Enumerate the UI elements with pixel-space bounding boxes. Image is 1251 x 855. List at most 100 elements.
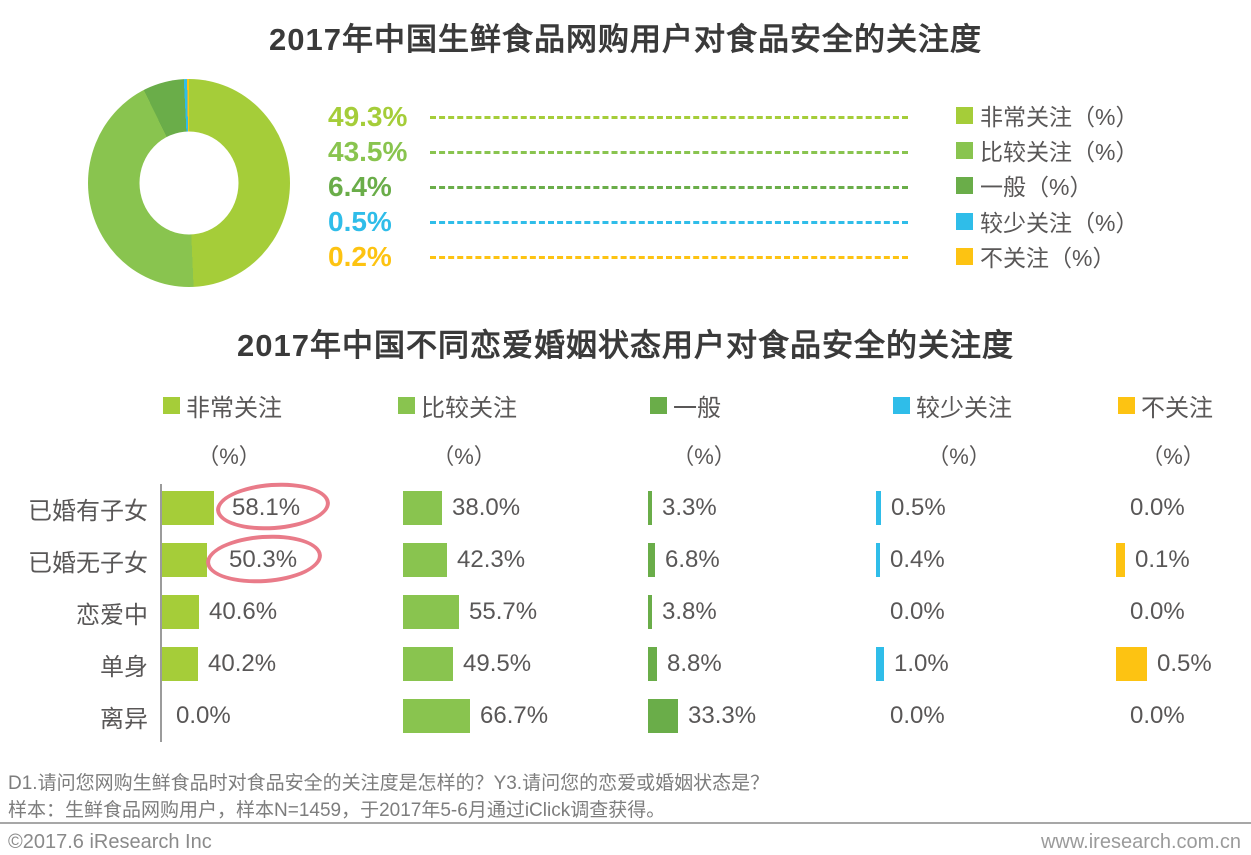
donut-value-row: 6.4% [328,170,908,204]
bar [648,543,655,577]
bar-cell: 3.3% [648,482,717,534]
bar [403,699,470,733]
row-label: 已婚无子女 [28,549,148,577]
bar-cell: 1.0% [876,638,949,690]
legend-label: 比较关注（%） [980,139,1139,165]
bar [403,543,447,577]
bar-cell: 50.3% [162,534,297,586]
donut-value-row: 43.5% [328,135,908,169]
bar [648,699,678,733]
bar-value: 50.3% [229,546,298,573]
unit-label: （%） [197,444,261,469]
bar-value: 0.5% [1157,650,1212,677]
table-row: 恋爱中 40.6% 55.7% 3.8% 0.0% 0.0% [0,586,1251,638]
bar-value: 0.1% [1135,546,1190,573]
bar-value: 40.6% [209,598,278,625]
bar-cell: 49.5% [403,638,531,690]
column-header: 非常关注 （%） [163,388,295,471]
row-label: 已婚有子女 [28,497,148,525]
dashed-leader-line [430,255,908,259]
bar-value: 40.2% [208,650,277,677]
row-label: 离异 [100,705,148,733]
legend-swatch [956,212,973,230]
chart1-title: 2017年中国生鲜食品网购用户对食品安全的关注度 [269,22,982,57]
bar-cell: 0.0% [162,690,231,742]
legend-label: 非常关注（%） [980,104,1139,130]
bar [162,543,207,577]
bar-chart-body: 已婚有子女 58.1% 38.0% 3.3% 0.5% 0.0% [0,482,1251,744]
column-header: 一般 （%） [650,388,758,471]
legend-label: 较少关注（%） [980,210,1139,236]
copyright-text: ©2017.6 iResearch Inc [8,831,212,853]
sample-note: 样本：生鲜食品网购用户，样本N=1459，于2017年5-6月通过iClick调… [8,800,666,821]
bar-value: 42.3% [457,546,526,573]
bar-value: 38.0% [452,494,521,521]
bar [162,647,198,681]
bar-value: 58.1% [232,494,301,521]
bar-value: 3.8% [662,598,717,625]
bar-cell: 40.6% [162,586,277,638]
donut-chart [88,79,290,287]
bar-value: 0.0% [176,702,231,729]
donut-value: 0.2% [328,241,392,272]
unit-label: （%） [432,444,496,469]
donut-value-row: 0.5% [328,205,908,239]
axis-line [160,484,162,742]
bar [648,647,657,681]
legend-swatch [956,176,973,194]
dashed-leader-line [430,185,908,189]
website-text: www.iresearch.com.cn [1040,831,1241,853]
question-note: D1.请问您网购生鲜食品时对食品安全的关注度是怎样的？Y3.请问您的恋爱或婚姻状… [8,773,770,794]
bar-cell: 0.5% [876,482,946,534]
chart2-title: 2017年中国不同恋爱婚姻状态用户对食品安全的关注度 [237,328,1014,363]
bar-value: 0.5% [891,494,946,521]
bar-cell: 0.0% [1116,690,1185,742]
bar-value: 1.0% [894,650,949,677]
bar-cell: 66.7% [403,690,548,742]
bar-cell: 58.1% [162,482,300,534]
legend-item: 一般（%） [956,168,1092,202]
bar [648,595,652,629]
bar-cell: 0.0% [876,690,945,742]
column-name: 非常关注 [186,395,282,422]
column-name: 不关注 [1141,395,1213,422]
legend-label: 不关注（%） [980,245,1116,271]
legend-swatch [893,397,910,414]
legend-item: 比较关注（%） [956,133,1138,167]
bar-value: 0.0% [890,702,945,729]
bar [403,491,442,525]
legend-swatch [163,397,180,414]
bar [162,491,214,525]
bar-value: 0.0% [1130,702,1185,729]
bar-cell: 3.8% [648,586,717,638]
legend-label: 一般（%） [980,174,1093,200]
bar [1116,543,1125,577]
legend-swatch [956,141,973,159]
bar-value: 6.8% [665,546,720,573]
unit-label: （%） [927,444,991,469]
bar-cell: 0.5% [1116,638,1212,690]
legend-item: 非常关注（%） [956,98,1138,132]
bar-cell: 6.8% [648,534,720,586]
legend-item: 较少关注（%） [956,204,1138,238]
legend-item: 不关注（%） [956,239,1115,273]
legend-swatch [1118,397,1135,414]
legend-swatch [956,106,973,124]
bar-cell: 0.0% [1116,586,1185,638]
dashed-leader-line [430,115,908,119]
donut-hole [139,131,239,235]
table-row: 单身 40.2% 49.5% 8.8% 1.0% 0.5% [0,638,1251,690]
bar-value: 3.3% [662,494,717,521]
legend-swatch [650,397,667,414]
bar [403,647,453,681]
bar-value: 66.7% [480,702,549,729]
unit-label: （%） [1141,444,1205,469]
bar [876,491,881,525]
donut-value: 0.5% [328,206,392,237]
table-row: 已婚有子女 58.1% 38.0% 3.3% 0.5% 0.0% [0,482,1251,534]
legend-swatch [398,397,415,414]
bar-cell: 40.2% [162,638,276,690]
dashed-leader-line [430,150,908,154]
donut-value: 6.4% [328,171,392,202]
